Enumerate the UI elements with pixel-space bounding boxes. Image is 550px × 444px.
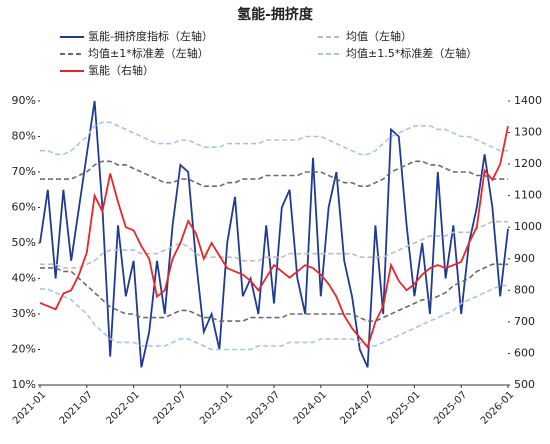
y2-tick-label: 500 (514, 378, 535, 391)
x-tick-label: 2025-01 (385, 389, 422, 426)
y-tick-label: 60% (12, 201, 36, 214)
x-tick-label: 2024-01 (292, 389, 329, 426)
y2-tick-label: 700 (514, 315, 535, 328)
x-tick-label: 2022-07 (151, 389, 188, 426)
series-line (40, 220, 508, 269)
y-tick-label: 90% (12, 94, 36, 107)
y-tick-label: 20% (12, 343, 36, 356)
y-tick-label: 50% (12, 236, 36, 249)
legend-label: 均值±1*标准差（左轴） (88, 46, 209, 60)
x-tick-label: 2025-07 (432, 389, 469, 426)
x-tick-label: 2021-01 (11, 389, 48, 426)
x-tick-label: 2023-01 (198, 389, 235, 426)
chart-title: 氢能-拥挤度 (237, 6, 314, 23)
x-tick-label: 2021-07 (58, 389, 95, 426)
x-tick-label: 2023-07 (245, 389, 282, 426)
y-tick-label: 10% (12, 378, 36, 391)
legend-label: 均值±1.5*标准差（左轴） (346, 46, 477, 60)
series-line (39, 126, 509, 349)
series-line (40, 263, 508, 322)
y2-tick-label: 1100 (514, 189, 542, 202)
y2-tick-label: 800 (514, 283, 535, 296)
y2-tick-label: 1200 (514, 157, 542, 170)
y-tick-label: 70% (12, 165, 36, 178)
y2-tick-label: 1300 (514, 126, 542, 139)
x-tick-label: 2022-01 (105, 389, 142, 426)
y-tick-label: 40% (12, 272, 36, 285)
series-line (40, 284, 508, 351)
y2-tick-label: 1400 (514, 94, 542, 107)
y2-tick-label: 900 (514, 252, 535, 265)
series-line (39, 100, 509, 368)
series-line (40, 121, 508, 156)
y-tick-label: 30% (12, 307, 36, 320)
y2-tick-label: 600 (514, 346, 535, 359)
series-line (40, 160, 508, 187)
y-tick-label: 80% (12, 130, 36, 143)
legend-label: 均值（左轴） (346, 29, 412, 43)
x-tick-label: 2026-01 (479, 389, 516, 426)
y2-tick-label: 1000 (514, 220, 542, 233)
legend-label: 氢能（右轴） (88, 63, 154, 77)
legend-label: 氢能-拥挤度指标（左轴） (88, 29, 213, 43)
x-tick-label: 2024-07 (339, 389, 376, 426)
